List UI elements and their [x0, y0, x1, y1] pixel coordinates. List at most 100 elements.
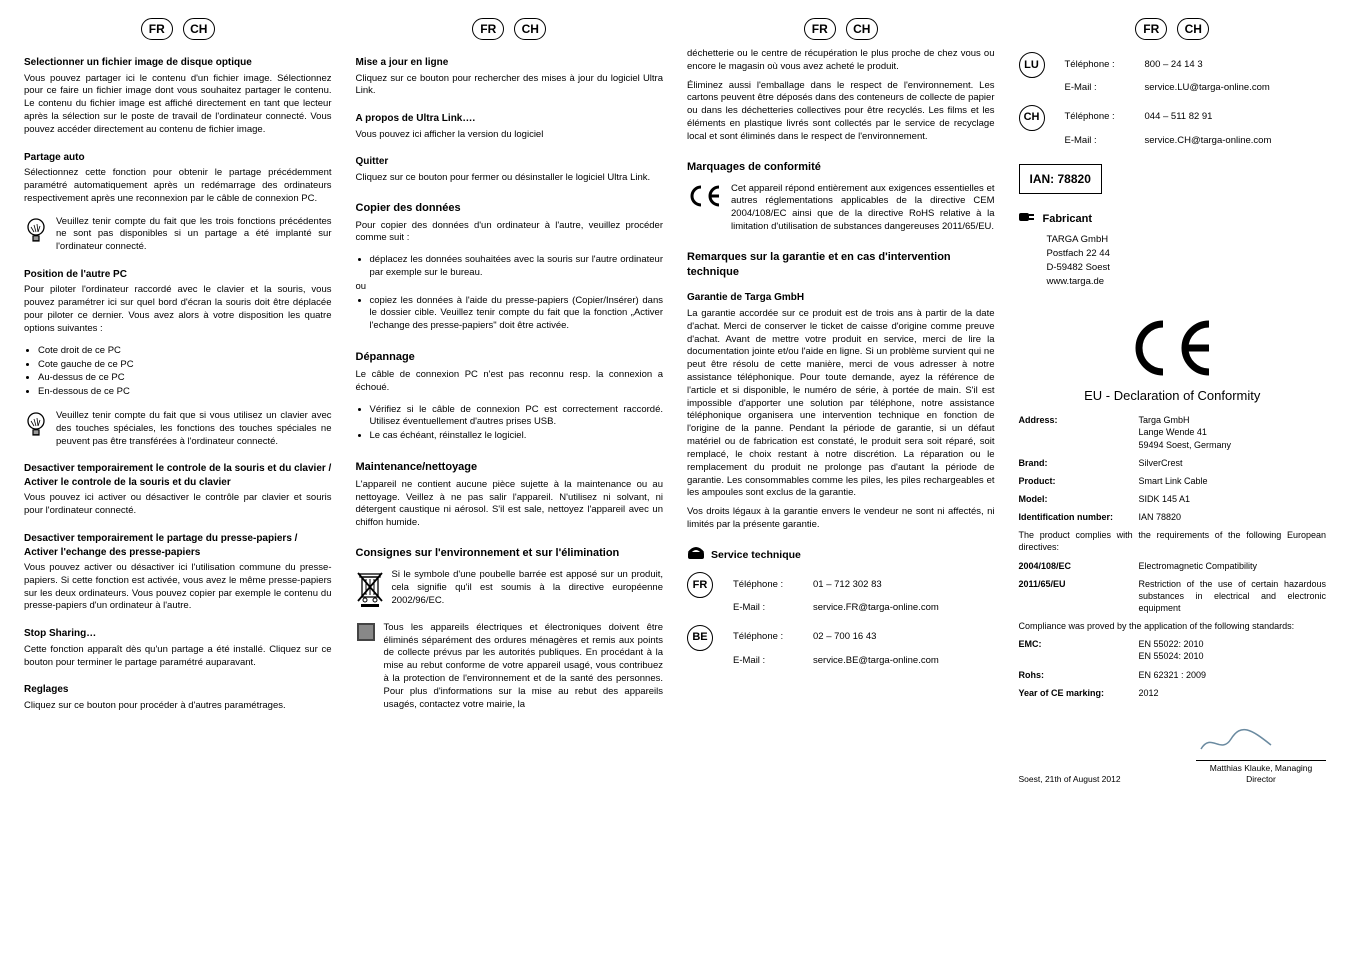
ce-mark-large-icon [1127, 316, 1217, 383]
label-telephone: Téléphone : [1065, 111, 1135, 124]
doc-v-year: 2012 [1139, 687, 1327, 699]
heading-service-label: Service technique [711, 548, 801, 562]
para-km-toggle: Vous pouvez ici activer ou désactiver le… [24, 492, 332, 518]
heading-warranty: Remarques sur la garantie et en cas d'in… [687, 250, 995, 280]
list-copy-steps: déplacez les données souhaitées avec la … [356, 253, 664, 334]
info-icon [356, 622, 376, 647]
heading-troubleshoot: Dépannage [356, 350, 664, 365]
weee-bin-icon [356, 569, 384, 614]
para-position: Pour piloter l'ordinateur raccordé avec … [24, 284, 332, 335]
doc-v-emc-dir: Electromagnetic Compatibility [1139, 560, 1327, 572]
note-ce: Cet appareil répond entièrement aux exig… [687, 183, 995, 234]
value-fr-phone: 01 – 712 302 83 [813, 579, 995, 592]
service-be: BE Téléphone : 02 – 700 16 43 E-Mail : s… [687, 625, 995, 668]
copy-step-or: ou [356, 281, 664, 294]
heading-about: A propos de Ultra Link…. [356, 112, 664, 126]
badge-ch-round: CH [1019, 105, 1045, 131]
heading-km-toggle: Desactiver temporairement le controle de… [24, 462, 332, 489]
para-select-image: Vous pouvez partager ici le contenu d'un… [24, 73, 332, 137]
locale-badges: FR CH [1019, 18, 1327, 40]
position-opt-below: En-dessous de ce PC [38, 386, 332, 399]
column-2: FR CH Mise a jour en ligne Cliquez sur c… [356, 18, 664, 936]
doc-standards-intro: Compliance was proved by the application… [1019, 620, 1327, 632]
doc-v-id: IAN 78820 [1139, 511, 1327, 523]
position-opt-right: Cote droit de ce PC [38, 345, 332, 358]
label-email: E-Mail : [1065, 82, 1135, 95]
heading-manufacturer: Fabricant [1019, 210, 1327, 229]
note-ce-text: Cet appareil répond entièrement aux exig… [731, 183, 995, 234]
doc-k-emc: EMC: [1019, 638, 1129, 662]
badge-fr: FR [472, 18, 504, 40]
doc-k-id: Identification number: [1019, 511, 1129, 523]
service-ch: CH Téléphone : 044 – 511 82 91 E-Mail : … [1019, 105, 1327, 148]
doc-v-model: SIDK 145 A1 [1139, 493, 1327, 505]
heading-maintenance: Maintenance/nettoyage [356, 460, 664, 475]
phone-icon [687, 546, 705, 564]
list-troubleshoot: Vérifiez si le câble de connexion PC est… [356, 403, 664, 444]
signature-row: Soest, 21th of August 2012 Matthias Klau… [1019, 727, 1327, 786]
heading-conformity: Marquages de conformité [687, 160, 995, 175]
signature-icon [1196, 749, 1276, 759]
column-3: FR CH déchetterie ou le centre de récupé… [687, 18, 995, 936]
declaration-of-conformity: EU - Declaration of Conformity Address: … [1019, 316, 1327, 786]
badge-ch: CH [846, 18, 878, 40]
heading-update: Mise a jour en ligne [356, 56, 664, 70]
para-legal-rights: Vos droits légaux à la garantie envers l… [687, 506, 995, 532]
doc-v-rohs: EN 62321 : 2009 [1139, 669, 1327, 681]
badge-fr-round: FR [687, 572, 713, 598]
service-fr: FR Téléphone : 01 – 712 302 83 E-Mail : … [687, 572, 995, 615]
badge-ch: CH [514, 18, 546, 40]
badge-ch: CH [1177, 18, 1209, 40]
label-email: E-Mail : [733, 602, 803, 615]
note-weee: Si le symbole d'une poubelle barrée est … [356, 569, 664, 614]
doc-v-rohs-dir: Restriction of the use of certain hazard… [1139, 578, 1327, 614]
signature-place-date: Soest, 21th of August 2012 [1019, 774, 1121, 785]
copy-step-drag: déplacez les données souhaitées avec la … [370, 254, 664, 280]
note-info: Tous les appareils électriques et électr… [356, 622, 664, 712]
note-three-functions-text: Veuillez tenir compte du fait que les tr… [56, 216, 332, 254]
doc-v-emc: EN 55022: 2010 EN 55024: 2010 [1139, 638, 1327, 662]
column-4: FR CH LU Téléphone : 800 – 24 14 3 E-Mai… [1019, 18, 1327, 936]
troubleshoot-check-cable: Vérifiez si le câble de connexion PC est… [370, 404, 664, 430]
label-email: E-Mail : [733, 655, 803, 668]
doc-v-product: Smart Link Cable [1139, 475, 1327, 487]
badge-fr: FR [804, 18, 836, 40]
signature-name: Matthias Klauke, Managing Director [1196, 760, 1326, 786]
badge-fr: FR [1135, 18, 1167, 40]
column-1: FR CH Selectionner un fichier image de d… [24, 18, 332, 936]
heading-manufacturer-label: Fabricant [1043, 212, 1093, 227]
addr-line-1: TARGA GmbH [1047, 233, 1327, 247]
para-warranty: La garantie accordée sur ce produit est … [687, 308, 995, 500]
heading-environment: Consignes sur l'environnement et sur l'é… [356, 546, 664, 561]
para-settings: Cliquez sur ce bouton pour procéder à d'… [24, 700, 332, 713]
heading-copy-data: Copier des données [356, 201, 664, 216]
lightbulb-icon [24, 410, 48, 445]
plug-icon [1019, 210, 1035, 229]
para-environment: Tous les appareils électriques et électr… [384, 622, 664, 712]
value-fr-email: service.FR@targa-online.com [813, 602, 995, 615]
label-telephone: Téléphone : [733, 579, 803, 592]
addr-line-4: www.targa.de [1047, 275, 1327, 289]
lightbulb-icon [24, 216, 48, 251]
locale-badges: FR CH [687, 18, 995, 40]
value-be-phone: 02 – 700 16 43 [813, 631, 995, 644]
para-troubleshoot: Le câble de connexion PC n'est pas recon… [356, 369, 664, 395]
para-env-cont: déchetterie ou le centre de récupération… [687, 48, 995, 74]
heading-quit: Quitter [356, 155, 664, 169]
heading-settings: Reglages [24, 683, 332, 697]
badge-lu-round: LU [1019, 52, 1045, 78]
locale-badges: FR CH [24, 18, 332, 40]
doc-k-brand: Brand: [1019, 457, 1129, 469]
label-email: E-Mail : [1065, 135, 1135, 148]
value-lu-email: service.LU@targa-online.com [1145, 82, 1327, 95]
service-lu: LU Téléphone : 800 – 24 14 3 E-Mail : se… [1019, 52, 1327, 95]
doc-directives-intro: The product complies with the requiremen… [1019, 529, 1327, 553]
locale-badges: FR CH [356, 18, 664, 40]
note-three-functions: Veuillez tenir compte du fait que les tr… [24, 216, 332, 254]
doc-v-address: Targa GmbH Lange Wende 41 59494 Soest, G… [1139, 414, 1327, 450]
para-about: Vous pouvez ici afficher la version du l… [356, 129, 664, 142]
position-opt-above: Au-dessus de ce PC [38, 372, 332, 385]
para-clipboard-toggle: Vous pouvez activer ou désactiver ici l'… [24, 562, 332, 613]
note-special-keys-text: Veuillez tenir compte du fait que si vou… [56, 410, 332, 448]
heading-warranty-sub: Garantie de Targa GmbH [687, 291, 995, 305]
